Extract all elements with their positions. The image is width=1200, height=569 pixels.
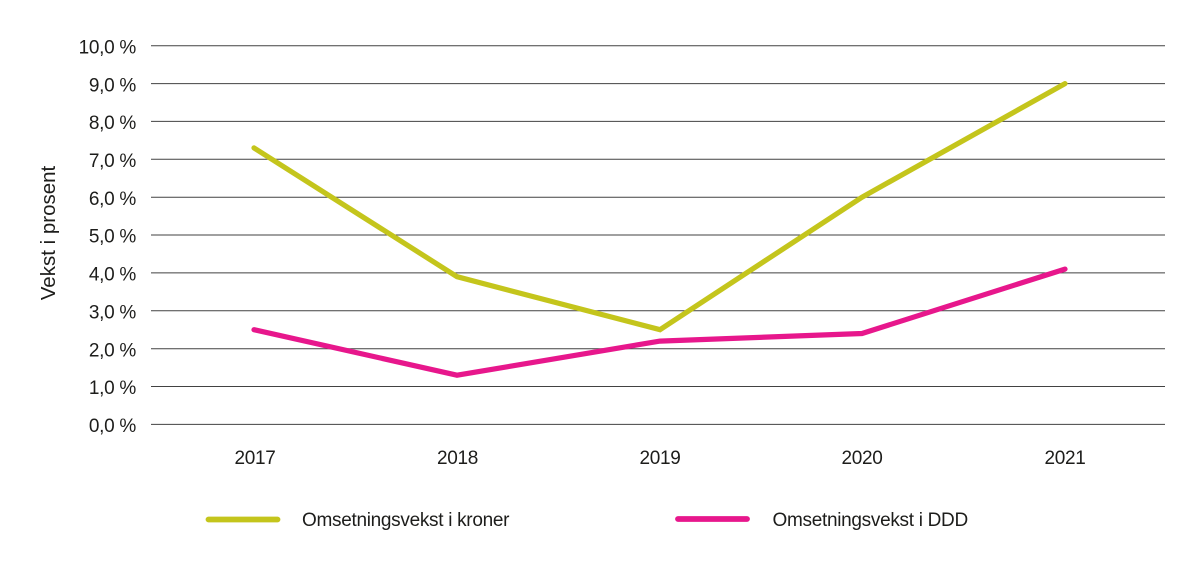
svg-text:6,0 %: 6,0 % <box>89 189 136 210</box>
svg-text:Vekst i prosent: Vekst i prosent <box>37 165 60 300</box>
svg-text:0,0 %: 0,0 % <box>89 416 136 437</box>
svg-text:2,0 %: 2,0 % <box>89 340 136 361</box>
svg-text:2017: 2017 <box>234 448 275 469</box>
svg-text:Omsetningsvekst i kroner: Omsetningsvekst i kroner <box>302 510 510 531</box>
svg-text:4,0 %: 4,0 % <box>89 265 136 286</box>
svg-text:10,0 %: 10,0 % <box>79 37 137 58</box>
svg-text:1,0 %: 1,0 % <box>89 378 136 399</box>
svg-text:2021: 2021 <box>1044 448 1085 469</box>
svg-text:2019: 2019 <box>639 448 680 469</box>
svg-text:2020: 2020 <box>841 448 882 469</box>
svg-text:5,0 %: 5,0 % <box>89 227 136 248</box>
svg-text:8,0 %: 8,0 % <box>89 113 136 134</box>
svg-text:9,0 %: 9,0 % <box>89 75 136 96</box>
svg-text:3,0 %: 3,0 % <box>89 303 136 324</box>
svg-text:Omsetningsvekst i DDD: Omsetningsvekst i DDD <box>773 510 968 531</box>
svg-text:2018: 2018 <box>437 448 478 469</box>
svg-text:7,0 %: 7,0 % <box>89 151 136 172</box>
